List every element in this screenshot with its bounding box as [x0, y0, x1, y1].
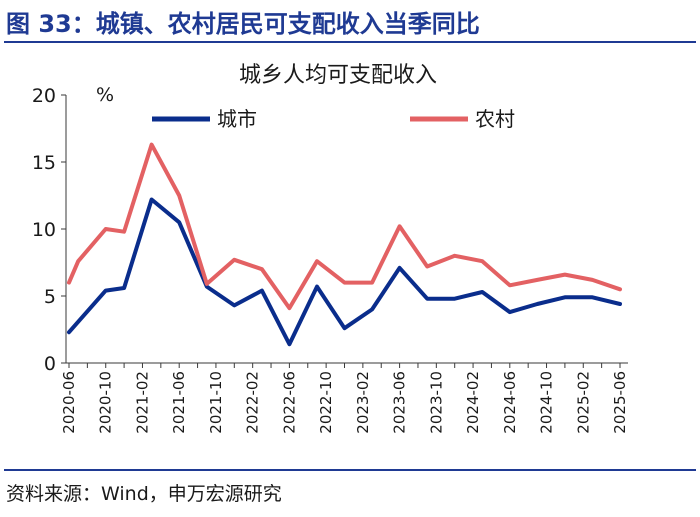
x-tick-label: 2022-06 [280, 371, 298, 434]
source-divider [4, 469, 696, 471]
series-line-rural [67, 142, 622, 311]
legend-label: 农村 [475, 107, 515, 131]
legend-label: 城市 [217, 107, 257, 131]
x-tick-label: 2021-02 [133, 371, 151, 434]
x-tick-label: 2023-06 [391, 371, 409, 434]
x-tick-label: 2022-10 [317, 371, 335, 434]
source-note: 资料来源：Wind，申万宏源研究 [6, 483, 282, 505]
y-axis-ticks: 0 5 10 15 20 [32, 85, 66, 375]
x-tick-label: 2020-10 [97, 371, 115, 434]
y-axis-unit: % [96, 84, 114, 106]
y-tick-label: 15 [32, 152, 56, 174]
x-axis-ticks: 2020-06 2020-10 2021-02 2021-06 2021-10 2022-… [60, 363, 629, 434]
x-tick-label: 2022-02 [244, 371, 262, 434]
figure-title: 图 33：城镇、农村居民可支配收入当季同比 [6, 10, 480, 38]
x-tick-label: 2024-10 [538, 371, 556, 434]
y-tick-label: 10 [32, 219, 56, 241]
income-growth-chart: 城乡人均可支配收入 % 城市 农村 0 5 10 15 20 2020-06 2020-10… [32, 63, 629, 434]
series-line-urban [67, 197, 622, 347]
x-tick-label: 2023-02 [354, 371, 372, 434]
y-tick-label: 0 [44, 353, 56, 375]
chart-title: 城乡人均可支配收入 [239, 63, 437, 88]
x-tick-label: 2021-06 [170, 371, 188, 434]
x-tick-label: 2020-06 [60, 371, 78, 434]
title-divider [4, 41, 696, 43]
series-layer [67, 142, 622, 347]
x-tick-label: 2023-10 [427, 371, 445, 434]
y-tick-label: 5 [44, 286, 56, 308]
y-tick-label: 20 [32, 85, 56, 107]
legend: 城市 农村 [152, 107, 515, 131]
x-tick-label: 2024-02 [464, 371, 482, 434]
x-tick-label: 2021-10 [207, 371, 225, 434]
x-tick-label: 2025-06 [611, 371, 629, 434]
x-tick-label: 2025-02 [574, 371, 592, 434]
x-tick-label: 2024-06 [501, 371, 519, 434]
